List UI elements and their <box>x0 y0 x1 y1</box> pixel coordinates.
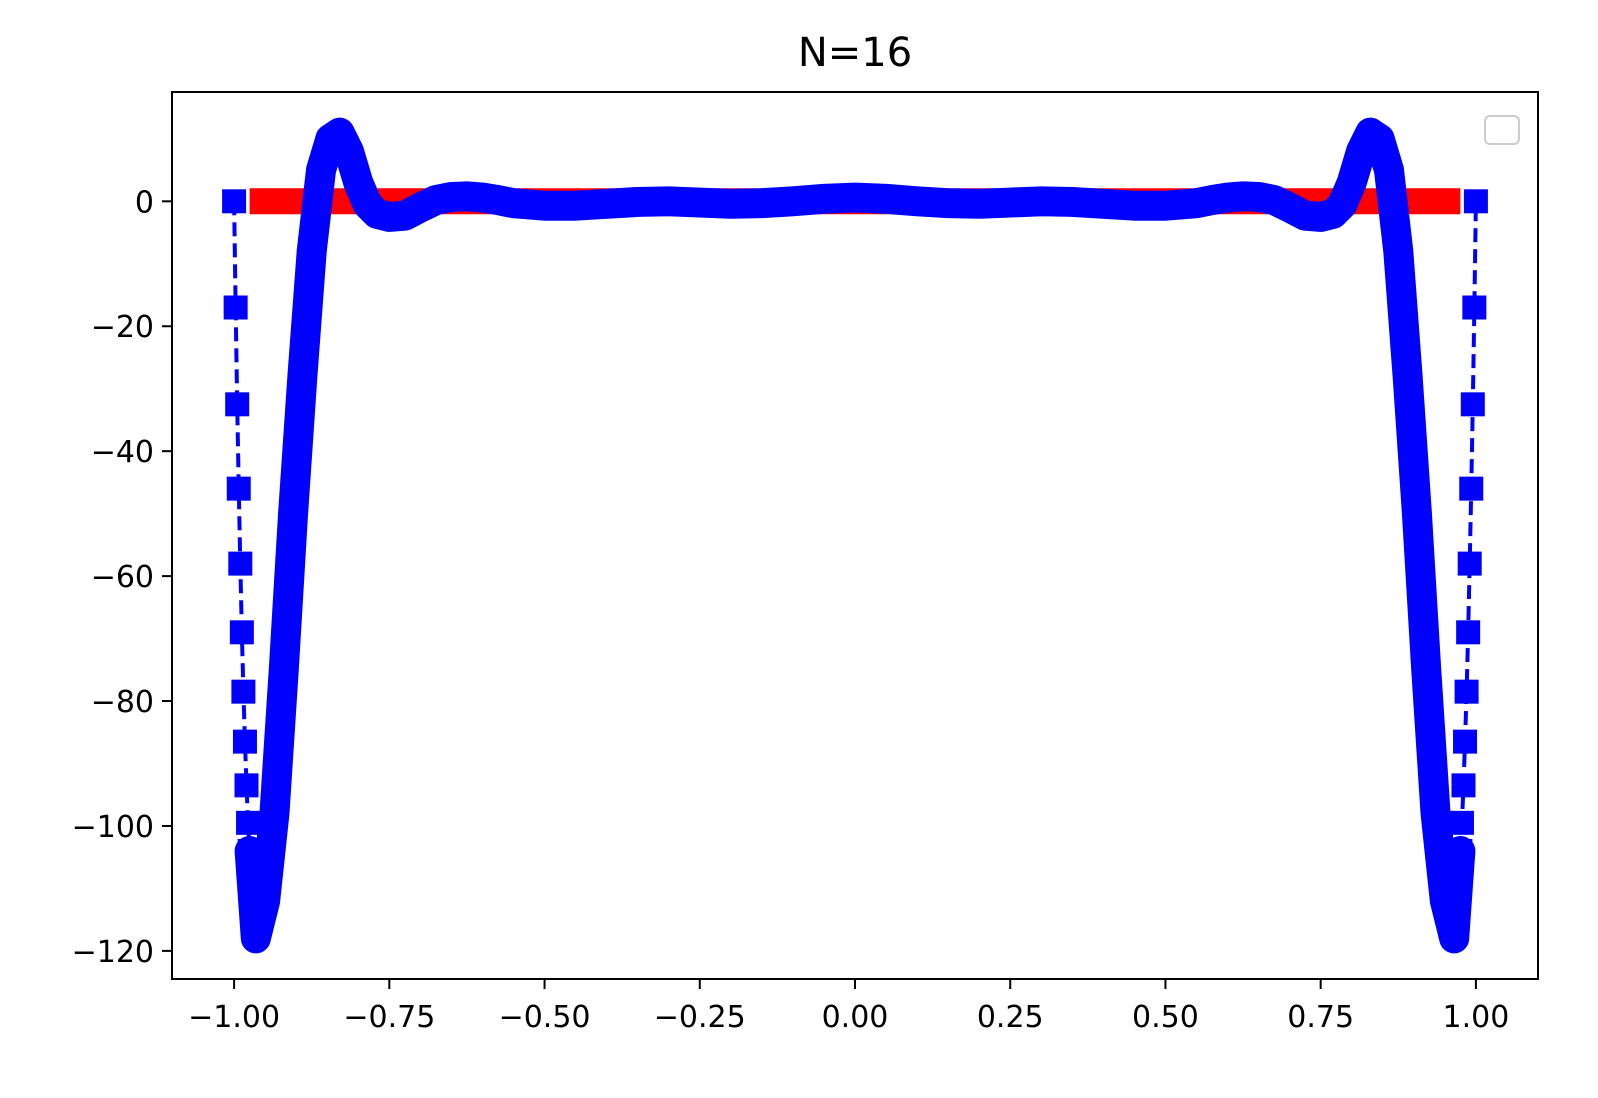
node-marker <box>223 295 248 320</box>
node-marker <box>234 773 259 798</box>
node-marker <box>222 189 247 214</box>
x-tick-label: 1.00 <box>1443 1000 1510 1035</box>
node-marker <box>231 679 256 704</box>
y-axis: 0 −20 −40 −60 −80 −100 −120 <box>72 185 172 970</box>
x-axis: −1.00 −0.75 −0.50 −0.25 0.00 0.25 0.50 0.75 1.00 <box>188 979 1509 1035</box>
node-marker <box>237 838 262 863</box>
axes-frame <box>171 91 1539 980</box>
chart-title: N=16 <box>798 30 912 76</box>
node-marker <box>1449 810 1474 835</box>
y-tick-label: −40 <box>91 435 154 470</box>
node-marker <box>1454 679 1479 704</box>
node-marker <box>1456 620 1481 645</box>
y-tick-label: −80 <box>91 685 154 720</box>
x-tick-label: −0.75 <box>343 1000 435 1035</box>
node-marker <box>1463 189 1488 214</box>
x-tick-label: −0.25 <box>654 1000 746 1035</box>
y-tick-label: −120 <box>72 935 154 970</box>
node-marker <box>1462 295 1487 320</box>
node-marker <box>225 392 250 417</box>
x-tick-label: 0.25 <box>977 1000 1044 1035</box>
y-tick-label: −20 <box>91 310 154 345</box>
x-tick-label: −0.50 <box>499 1000 591 1035</box>
node-marker <box>236 810 261 835</box>
series-interpolant-line <box>234 117 1476 954</box>
y-tick-label: −100 <box>72 810 154 845</box>
x-tick-label: 0.00 <box>822 1000 889 1035</box>
node-marker <box>226 476 251 501</box>
node-marker <box>228 551 253 576</box>
node-marker <box>1459 476 1484 501</box>
x-tick-label: −1.00 <box>188 1000 280 1035</box>
node-marker <box>1460 392 1485 417</box>
x-tick-label: 0.75 <box>1287 1000 1354 1035</box>
node-marker <box>232 729 257 754</box>
node-marker <box>1451 773 1476 798</box>
node-marker <box>1453 729 1478 754</box>
legend-box <box>1484 115 1520 145</box>
y-tick-label: 0 <box>135 185 154 220</box>
y-tick-label: −60 <box>91 560 154 595</box>
x-tick-label: 0.50 <box>1132 1000 1199 1035</box>
node-marker <box>1457 551 1482 576</box>
plot-area <box>222 117 1488 954</box>
node-marker <box>1448 838 1473 863</box>
node-marker <box>229 620 254 645</box>
